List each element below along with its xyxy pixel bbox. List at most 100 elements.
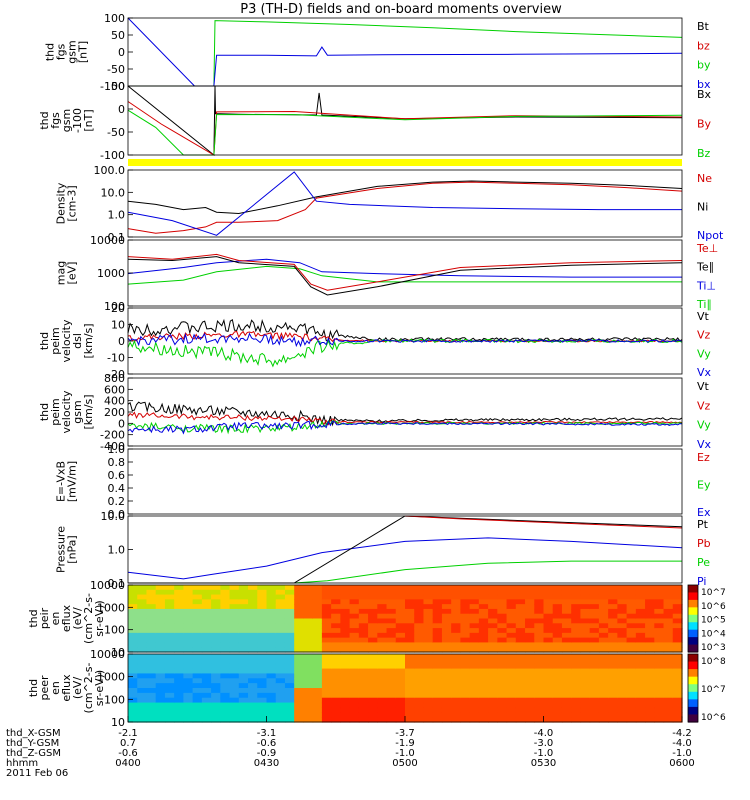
spectrogram-cell <box>617 613 628 620</box>
spectrogram-cell <box>663 637 674 644</box>
spectrogram-cell <box>488 632 498 639</box>
spectrogram-cell <box>589 717 600 723</box>
spectrogram-cell <box>608 702 618 709</box>
spectrogram-cell <box>635 688 646 694</box>
spectrogram-cell <box>284 673 295 679</box>
spectrogram-cell <box>164 697 175 704</box>
spectrogram-cell <box>155 673 166 679</box>
spectrogram-cell <box>340 608 351 615</box>
spectrogram-cell <box>183 658 194 665</box>
spectrogram-cell <box>312 658 323 665</box>
spectrogram-cell <box>608 594 618 600</box>
spectrogram-cell <box>358 594 369 600</box>
spectrogram-cell <box>561 642 572 648</box>
y-axis-label-line: gsm <box>66 40 79 63</box>
spectrogram-cell <box>598 637 609 644</box>
data-gap-band <box>128 159 682 166</box>
spectrogram-cell <box>211 632 221 639</box>
spectrogram-cell <box>608 608 618 615</box>
legend-entry: Vx <box>697 366 712 379</box>
spectrogram-cell <box>321 599 332 605</box>
spectrogram-cell <box>598 599 609 605</box>
spectrogram-cell <box>395 642 406 648</box>
spectrogram-cell <box>543 688 554 694</box>
colorbar-segment <box>688 592 698 601</box>
spectrogram-cell <box>128 637 138 644</box>
spectrogram-cell <box>645 678 655 684</box>
spectrogram-cell <box>183 585 194 591</box>
spectrogram-cell <box>266 585 277 591</box>
spectrogram-cell <box>497 642 508 648</box>
spectrogram-cell <box>349 673 360 679</box>
spectrogram-cell <box>626 668 637 675</box>
spectrogram-cell <box>617 623 628 629</box>
spectrogram-cell <box>534 663 545 670</box>
legend-entry: Vt <box>697 310 710 323</box>
spectrogram-cell <box>201 628 212 634</box>
spectrogram-cell <box>497 589 508 596</box>
spectrogram-cell <box>137 618 148 624</box>
spectrogram-cell <box>266 663 277 670</box>
spectrogram-cell <box>432 683 443 689</box>
spectrogram-cell <box>386 688 397 694</box>
spectrogram-cell <box>220 688 231 694</box>
spectrogram-cell <box>478 697 489 704</box>
spectrogram-cell <box>238 585 249 591</box>
spectrogram-cell <box>257 668 268 675</box>
spectrogram-cell <box>377 594 388 600</box>
y-tick-label: 0.4 <box>108 482 126 495</box>
spectrogram-cell <box>386 702 397 709</box>
spectrogram-cell <box>414 658 425 665</box>
y-axis-label: thdfgsgsm[nT] <box>44 40 90 63</box>
spectrogram-cell <box>571 604 582 610</box>
spectrogram-cell <box>312 613 323 620</box>
spectrogram-cell <box>377 712 388 718</box>
spectrogram-cell <box>294 632 305 639</box>
spectrogram-cell <box>506 673 517 679</box>
spectrogram-cell <box>626 642 637 648</box>
spectrogram-cell <box>358 632 369 639</box>
spectrogram-cell <box>128 632 138 639</box>
spectrogram-cell <box>321 654 332 660</box>
spectrogram-cell <box>432 678 443 684</box>
spectrogram-cell <box>358 683 369 689</box>
spectrogram-cell <box>414 647 425 653</box>
y-axis-label-line: mag <box>55 261 68 285</box>
spectrogram-cell <box>645 697 655 704</box>
y-axis-label-line: (eV/ <box>71 677 84 700</box>
spectrogram-cell <box>257 697 268 704</box>
spectrogram-cell <box>598 688 609 694</box>
colorbar-tick-label: 10^7 <box>701 588 726 598</box>
spectrogram-cell <box>368 589 378 596</box>
spectrogram-cell <box>128 613 138 620</box>
spectrogram-cell <box>146 678 157 684</box>
spectrogram-cell <box>506 654 517 660</box>
colorbar-segment <box>688 585 698 594</box>
spectrogram-cell <box>248 585 258 591</box>
spectrogram-cell <box>598 692 609 699</box>
spectrogram-cell <box>211 683 221 689</box>
spectrogram-cell <box>635 589 646 596</box>
spectrogram-cell <box>405 678 415 684</box>
spectrogram-cell <box>543 712 554 718</box>
spectrogram-cell <box>303 712 314 718</box>
spectrogram-cell <box>146 608 157 615</box>
spectrogram-cell <box>598 604 609 610</box>
spectrogram-cell <box>617 608 628 615</box>
legend-entry: Ne <box>697 172 712 185</box>
spectrogram-cell <box>580 589 591 596</box>
spectrogram-cell <box>405 647 415 653</box>
spectrogram-cell <box>395 654 406 660</box>
colorbar-tick-label: 10^6 <box>701 602 726 612</box>
spectrogram-cell <box>211 604 221 610</box>
spectrogram-cell <box>183 712 194 718</box>
spectrogram-cell <box>229 678 240 684</box>
y-axis-label: E=-VxB[mV/m] <box>55 461 79 502</box>
spectrogram-cell <box>478 678 489 684</box>
spectrogram-cell <box>146 585 157 591</box>
spectrogram-cell <box>515 594 526 600</box>
spectrogram-cell <box>469 692 480 699</box>
spectrogram-cell <box>220 599 231 605</box>
spectrogram-cell <box>506 642 517 648</box>
spectrogram-cell <box>488 599 498 605</box>
